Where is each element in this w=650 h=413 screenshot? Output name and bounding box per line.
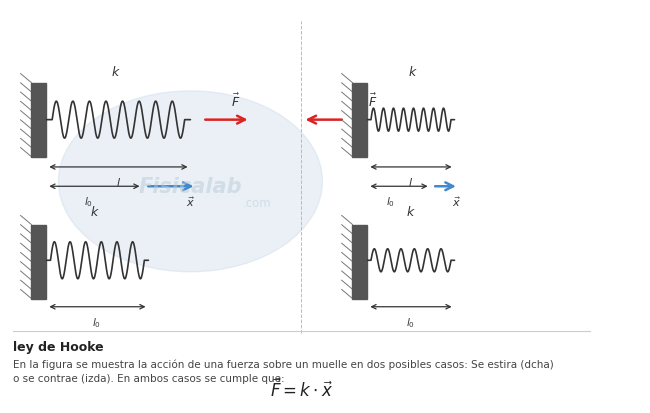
Text: $\vec{x}$: $\vec{x}$	[452, 195, 461, 209]
Circle shape	[58, 92, 322, 272]
Text: $l$: $l$	[116, 175, 121, 187]
Text: $\vec{F} = k\cdot\vec{x}$: $\vec{F} = k\cdot\vec{x}$	[270, 378, 333, 400]
Text: $l_0$: $l_0$	[406, 315, 415, 329]
Text: $\vec{F}$: $\vec{F}$	[368, 92, 377, 109]
Text: $l$: $l$	[408, 175, 413, 187]
Bar	[352, 225, 367, 299]
Text: $l_0$: $l_0$	[386, 195, 395, 209]
Bar	[31, 225, 46, 299]
Text: ley de Hooke: ley de Hooke	[14, 340, 104, 353]
Text: $l_0$: $l_0$	[84, 195, 93, 209]
Bar	[31, 83, 46, 157]
Text: o se contrae (izda). En ambos casos se cumple que:: o se contrae (izda). En ambos casos se c…	[14, 373, 285, 382]
Text: $k$: $k$	[111, 65, 120, 79]
Bar	[352, 83, 367, 157]
Text: $k$: $k$	[406, 204, 415, 218]
Text: .com: .com	[242, 197, 272, 210]
Text: $l_0$: $l_0$	[92, 315, 101, 329]
Text: $\vec{F}$: $\vec{F}$	[231, 92, 240, 109]
Text: En la figura se muestra la acción de una fuerza sobre un muelle en dos posibles : En la figura se muestra la acción de una…	[14, 359, 554, 370]
Text: Fisicalab: Fisicalab	[138, 177, 242, 197]
Text: $k$: $k$	[408, 65, 417, 79]
Text: $k$: $k$	[90, 204, 99, 218]
Text: $\vec{x}$: $\vec{x}$	[186, 195, 195, 209]
